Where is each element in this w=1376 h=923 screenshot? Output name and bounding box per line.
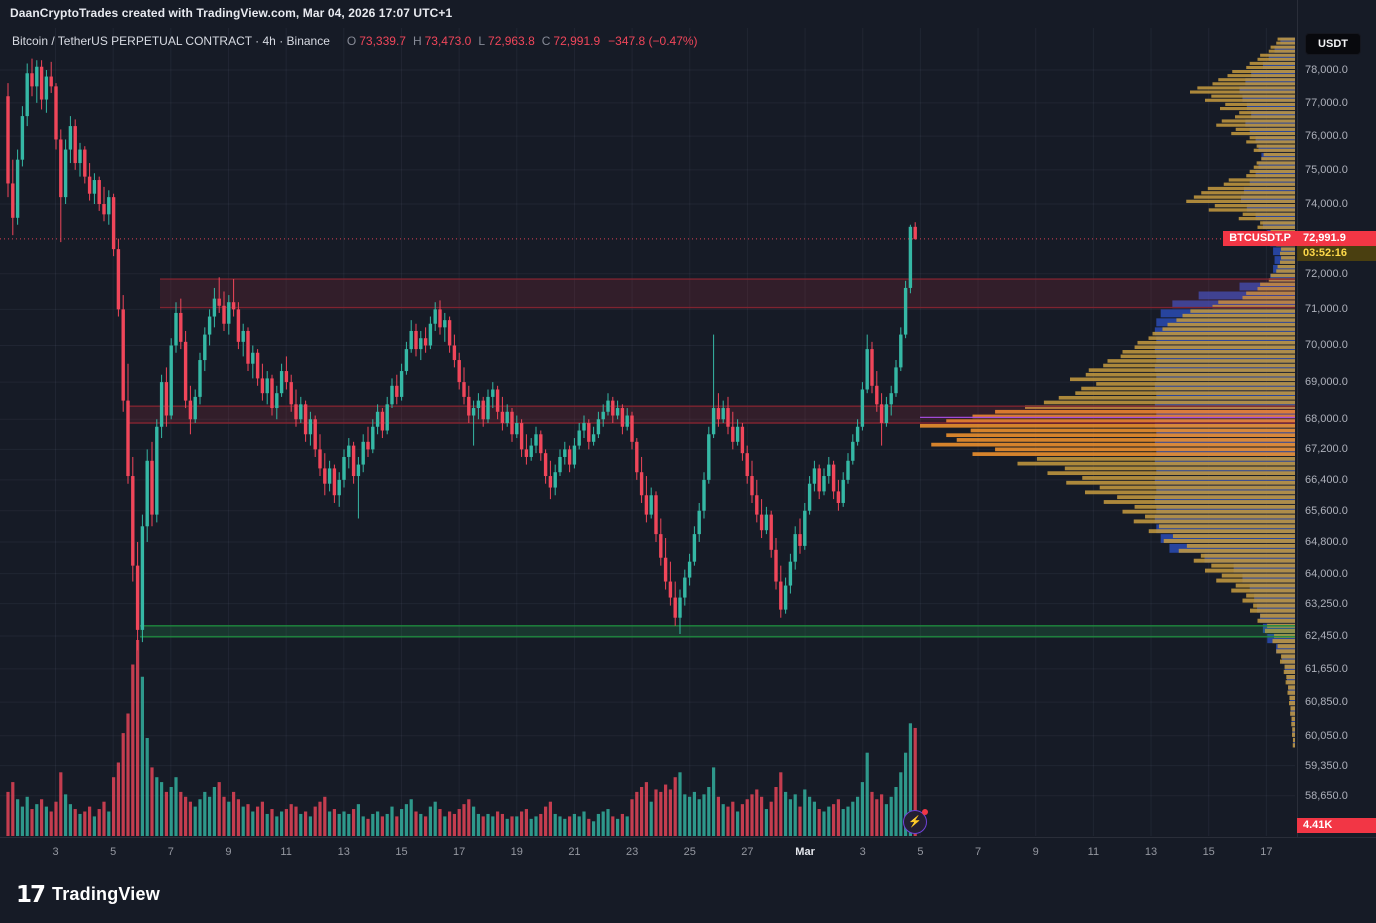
zone-resistance[interactable]	[160, 278, 1295, 309]
price-axis-label: 78,000.0	[1305, 64, 1348, 76]
time-axis[interactable]: 3 5 7 9 11 13 15 17 19 21 23 25 27 Mar 3 5 7 9 11 13 15 17	[0, 837, 1376, 867]
price-axis-label: 60,050.0	[1305, 729, 1348, 742]
price-axis-label: 58,650.0	[1305, 789, 1348, 802]
close-label: C	[541, 34, 551, 48]
price-axis-label: 66,400.0	[1305, 473, 1348, 486]
high-label: H	[412, 34, 422, 48]
watermark-text: DaanCryptoTrades created with TradingVie…	[10, 6, 453, 20]
time-axis-label: 17	[452, 846, 466, 858]
price-axis-label: 60,850.0	[1305, 696, 1348, 709]
time-axis-label: 11	[1087, 846, 1100, 858]
time-axis-label: 27	[741, 846, 754, 858]
time-axis-label: Mar	[795, 846, 815, 858]
time-axis-label: 19	[510, 846, 523, 858]
time-axis-label: 21	[568, 846, 581, 858]
lightning-icon[interactable]: ⚡	[903, 809, 928, 834]
overlay-lines-layer	[0, 238, 1295, 419]
time-axis-label: 7	[167, 846, 174, 858]
lightning-bolt-glyph: ⚡	[908, 815, 922, 828]
tradingview-logo[interactable]: 17 TradingView	[16, 882, 160, 908]
last-price-label-group: BTCUSDT.P 72,991.9 03:52:16	[1223, 230, 1376, 261]
time-axis-label: 23	[625, 846, 639, 858]
time-axis-label: 11	[280, 846, 292, 858]
time-axis-label: 3	[52, 846, 59, 858]
time-axis-label: 9	[1032, 846, 1039, 858]
zone-support[interactable]	[140, 625, 1295, 638]
volume-series	[6, 640, 917, 836]
tradingview-logo-text: TradingView	[52, 884, 160, 904]
price-axis-label: 68,000.0	[1305, 413, 1348, 426]
last-price-badge: 72,991.9	[1297, 230, 1376, 246]
tradingview-logo-icon: 17	[16, 881, 46, 908]
low-value: 72,963.8	[488, 34, 535, 48]
currency-unit-button[interactable]: USDT	[1305, 33, 1361, 55]
bottom-bar: 17 TradingView	[0, 866, 1376, 923]
time-axis-label: 3	[859, 846, 866, 858]
close-value: 72,991.9	[553, 34, 601, 48]
price-axis-label: 72,000.0	[1305, 267, 1348, 280]
price-axis-label: 70,000.0	[1305, 339, 1348, 352]
high-value: 73,473.0	[424, 34, 472, 48]
price-axis-label: 62,450.0	[1305, 629, 1348, 642]
time-axis-label: 15	[1202, 846, 1215, 858]
time-axis-label: 5	[917, 846, 924, 858]
time-axis-label: 25	[683, 846, 696, 858]
price-axis-label: 77,000.0	[1305, 96, 1348, 109]
price-axis-label: 65,600.0	[1305, 504, 1348, 517]
volume-profile-blue-layer	[1154, 37, 1295, 748]
price-axis-label: 64,000.0	[1305, 567, 1348, 580]
change-value: −347.8 (−0.47%)	[608, 34, 698, 48]
price-axis-label: 75,000.0	[1305, 163, 1348, 176]
price-axis-label: 63,250.0	[1305, 597, 1348, 610]
symbol-price-badge: BTCUSDT.P	[1223, 230, 1297, 246]
price-axis-label: 71,000.0	[1305, 303, 1348, 316]
price-axis-label: 59,350.0	[1305, 759, 1348, 772]
price-axis[interactable]: 78,000.0 77,000.0 76,000.0 75,000.0 74,000.0…	[1297, 0, 1376, 837]
open-value: 73,339.7	[359, 34, 406, 48]
price-axis-label: 64,800.0	[1305, 535, 1348, 548]
symbol-info-bar[interactable]: Bitcoin / TetherUS PERPETUAL CONTRACT · …	[12, 34, 698, 48]
price-axis-label: 69,000.0	[1305, 376, 1348, 389]
time-axis-label: 13	[337, 846, 350, 858]
volume-axis-badge: 4.41K	[1297, 818, 1376, 833]
zone-resistance[interactable]	[128, 405, 1295, 424]
price-axis-label: 74,000.0	[1305, 198, 1348, 210]
notification-dot	[922, 809, 928, 815]
open-label: O	[346, 34, 357, 48]
volume-profile-gold-layer	[920, 37, 1295, 748]
bar-close-countdown: 03:52:16	[1297, 245, 1376, 261]
time-axis-label: 5	[110, 846, 117, 858]
symbol-title[interactable]: Bitcoin / TetherUS PERPETUAL CONTRACT · …	[12, 34, 330, 48]
price-axis-label: 76,000.0	[1305, 130, 1348, 143]
time-axis-label: 9	[225, 846, 232, 858]
time-axis-label: 7	[974, 846, 982, 858]
low-label: L	[478, 34, 486, 48]
price-axis-label: 61,650.0	[1305, 662, 1348, 675]
price-axis-label: 67,200.0	[1305, 443, 1348, 456]
candlestick-series	[6, 58, 917, 651]
time-axis-label: 13	[1144, 846, 1158, 858]
time-axis-label: 17	[1260, 846, 1273, 858]
time-axis-label: 15	[395, 846, 408, 858]
ohlc-values: O 73,339.7 H 73,473.0 L 72,963.8 C 72,99…	[340, 34, 698, 48]
